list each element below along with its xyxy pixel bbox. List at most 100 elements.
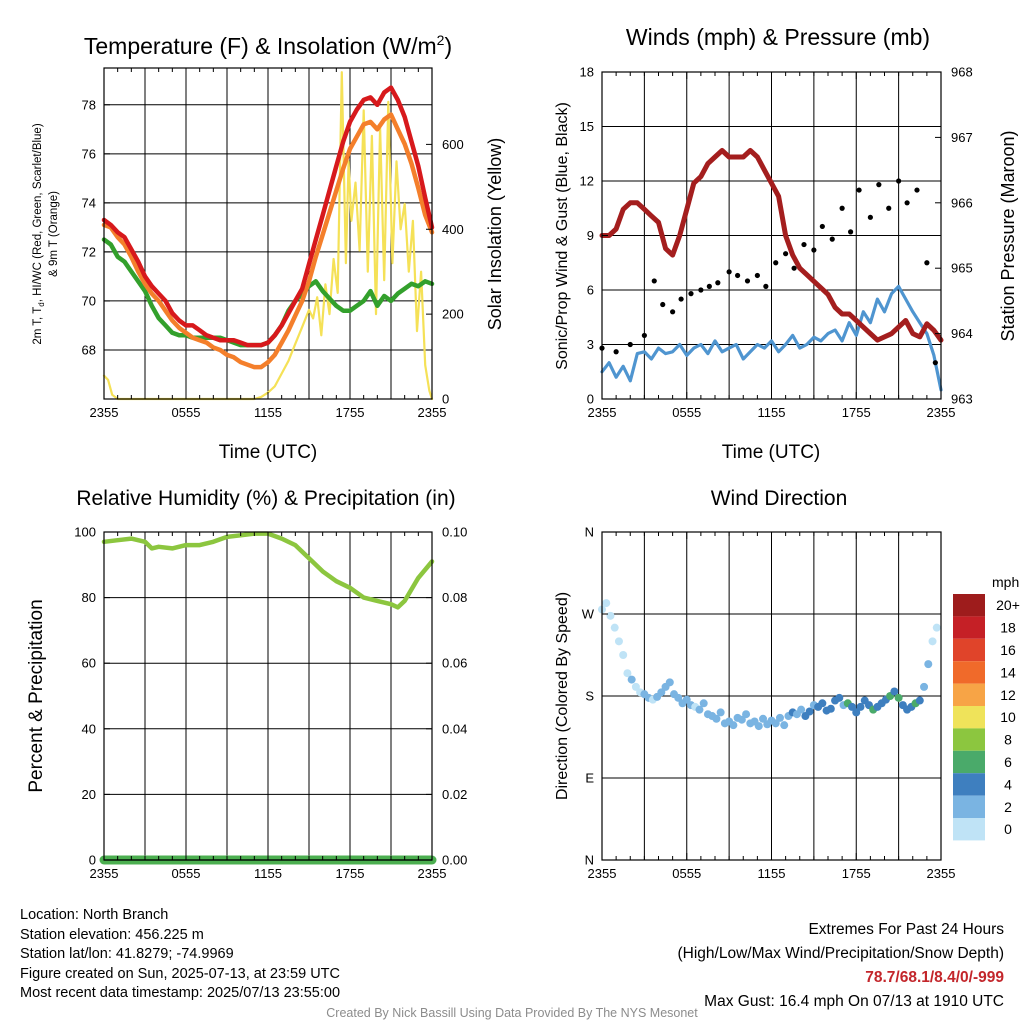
- x-tick-label: 2355: [418, 866, 447, 881]
- direction-point: [729, 721, 738, 730]
- y-right-tick-label: 966: [951, 195, 973, 210]
- y-tick-label: 40: [82, 721, 96, 736]
- legend-swatch: [953, 706, 985, 729]
- y-right-tick-label: 967: [951, 130, 973, 145]
- gust-point: [726, 269, 732, 275]
- temperature-panel: 2355 0555 1155 1755 2355 68 70 72 74 76 78 0 200 400 6…: [32, 32, 505, 463]
- recent-text: Most recent data timestamp: 2025/07/13 2…: [20, 985, 341, 1002]
- legend-label: 0: [1004, 821, 1012, 837]
- direction-point: [614, 637, 623, 646]
- y-tick-label: 68: [82, 342, 96, 357]
- y-tick-label: 70: [82, 293, 96, 308]
- direction-point: [826, 704, 835, 713]
- y-tick-label: 6: [587, 283, 594, 298]
- direction-point: [619, 651, 628, 659]
- x-tick-label: 2355: [588, 866, 617, 881]
- y-axis-label-left: 2m T, Td, HI/WC (Red, Green, Scarlet/Blu…: [32, 123, 46, 344]
- y-right-tick-label: 0.04: [442, 721, 467, 736]
- legend-label: 4: [1004, 776, 1012, 792]
- temp-9m-line: [101, 112, 435, 370]
- x-tick-label: 2355: [90, 405, 119, 420]
- latlon-text: Station lat/lon: 41.8279; -74.9969: [20, 946, 234, 963]
- x-tick-label: 1155: [758, 405, 786, 420]
- x-tick-label: 2355: [927, 405, 956, 420]
- chart-title: Wind Direction: [711, 487, 848, 510]
- y-right-tick-label: 0.06: [442, 656, 467, 671]
- legend-label: 20+: [996, 597, 1020, 613]
- legend-swatch: [953, 728, 985, 751]
- legend-swatch: [953, 773, 985, 796]
- gust-point: [876, 182, 882, 188]
- gust-point: [744, 278, 751, 284]
- extremes-subtitle: (High/Low/Max Wind/Precipitation/Snow De…: [677, 945, 1005, 962]
- credit-text: Created By Nick Bassill Using Data Provi…: [326, 1006, 698, 1020]
- x-tick-label: 2355: [588, 405, 617, 420]
- gust-point: [698, 287, 704, 293]
- elevation-text: Station elevation: 456.225 m: [20, 926, 204, 943]
- gust-point: [613, 349, 619, 355]
- direction-point: [835, 693, 844, 702]
- legend-swatch: [953, 661, 985, 684]
- x-tick-label: 1155: [254, 866, 282, 881]
- y-tick-label: 74: [82, 195, 96, 210]
- legend-label: 2: [1004, 799, 1012, 815]
- gust-point: [678, 296, 684, 302]
- direction-point: [890, 687, 899, 696]
- direction-point: [695, 705, 704, 714]
- created-text: Figure created on Sun, 2025-07-13, at 23…: [20, 965, 340, 982]
- x-tick-label: 0555: [172, 405, 201, 420]
- legend-title: mph: [992, 574, 1019, 590]
- y-tick-label: E: [585, 771, 594, 786]
- extremes-values: 78.7/68.1/8.4/0/-999: [865, 969, 1004, 986]
- extremes-info: Extremes For Past 24 Hours (High/Low/Max…: [678, 918, 1005, 1014]
- gust-point: [773, 260, 779, 266]
- gust-point: [791, 265, 797, 271]
- direction-point: [602, 599, 611, 608]
- direction-point: [712, 714, 721, 723]
- direction-point: [780, 721, 789, 730]
- y-right-tick-label: 0.10: [442, 525, 467, 540]
- y-right-tick-label: 0.00: [442, 853, 467, 868]
- y-tick-label: 100: [74, 525, 96, 540]
- legend-swatch: [953, 683, 985, 706]
- legend-label: 6: [1004, 754, 1012, 770]
- gust-point: [754, 272, 760, 279]
- gust-point: [819, 223, 825, 230]
- location-text: Location: North Branch: [20, 907, 169, 923]
- x-tick-label: 1755: [336, 866, 365, 881]
- direction-point: [742, 710, 751, 719]
- direction-point: [932, 623, 941, 632]
- y-right-tick-label: 963: [951, 392, 973, 407]
- gust-point: [641, 332, 647, 339]
- y-axis-label-right: Solar Insolation (Yellow): [485, 138, 505, 330]
- x-tick-label: 2355: [418, 405, 447, 420]
- pressure-line: [599, 148, 944, 343]
- humidity-panel: 2355 0555 1155 1755 23550204060801000.000.02…: [26, 487, 467, 881]
- gust-point: [651, 278, 657, 284]
- y-tick-label: 80: [82, 590, 96, 605]
- x-tick-label: 0555: [172, 866, 201, 881]
- y-tick-label: 72: [82, 244, 96, 259]
- gust-point: [763, 283, 769, 289]
- y-axis-label-right: Station Pressure (Maroon): [998, 130, 1018, 341]
- direction-point: [682, 695, 691, 704]
- gust-point: [896, 178, 902, 184]
- y-tick-label: S: [585, 689, 594, 704]
- y-right-tick-label: 400: [442, 222, 464, 237]
- max-gust-text: Max Gust: 16.4 mph On 07/13 at 1910 UTC: [704, 993, 1004, 1010]
- y-right-tick-label: 600: [442, 137, 464, 152]
- x-tick-label: 1755: [336, 405, 365, 420]
- gust-point: [801, 241, 807, 248]
- direction-point: [818, 699, 827, 708]
- gust-point: [904, 200, 910, 206]
- gust-point: [715, 280, 721, 286]
- gust-point: [914, 187, 920, 193]
- direction-point: [737, 715, 746, 724]
- y-tick-label: 20: [82, 787, 96, 802]
- x-tick-label: 0555: [672, 866, 701, 881]
- y-tick-label: 3: [587, 337, 594, 352]
- winds-panel: 2355 0555 1155 1755 235503691215189639649659…: [554, 24, 1018, 463]
- wind-speed-legend: mph 20+ 18 16 14 12 10 8 6 4 2 0: [953, 574, 1020, 841]
- x-tick-label: 2355: [90, 866, 119, 881]
